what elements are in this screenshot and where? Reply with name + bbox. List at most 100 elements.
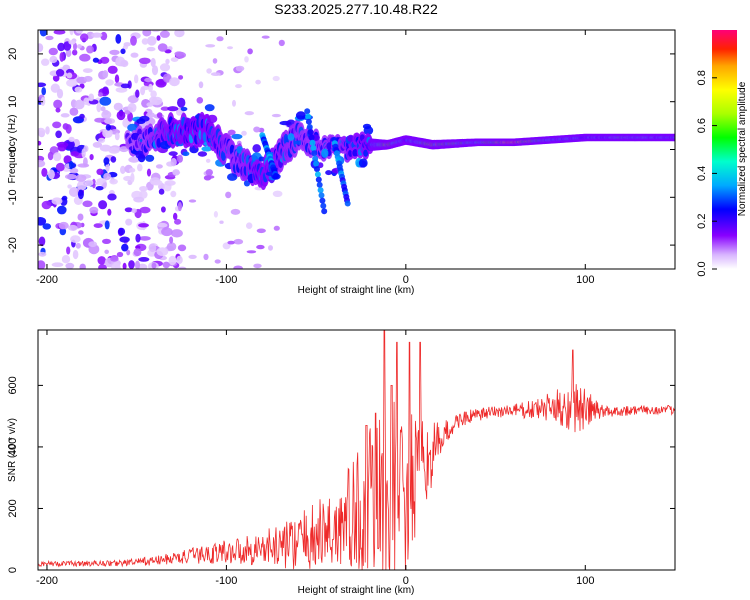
spectrogram-cell — [100, 56, 110, 64]
spectrogram-cell — [114, 74, 120, 84]
spectrogram-cell — [65, 124, 72, 134]
spectrogram-cell — [203, 253, 209, 261]
spectrogram-cell — [75, 174, 87, 182]
spectrogram-cell — [210, 72, 221, 76]
spectrogram-cell — [57, 205, 67, 215]
spectrogram-cell — [60, 113, 70, 118]
spectrogram-cell — [53, 99, 63, 109]
snr-series-line — [38, 330, 675, 570]
spectrogram-cell — [108, 147, 120, 154]
spectrogram-cell — [314, 171, 321, 178]
spectrogram-cell — [123, 42, 131, 47]
spectrogram-cell — [120, 165, 126, 174]
spectrogram-cell — [214, 259, 221, 264]
spectrogram-cell — [272, 190, 283, 197]
spectrogram-cell — [206, 68, 212, 74]
spectrogram-cell — [157, 43, 168, 52]
spectrogram-cell — [256, 228, 266, 234]
spectrogram-cell — [307, 129, 314, 136]
spectrogram-y-ticks: -20 -10 0 10 20 — [7, 48, 675, 253]
spectrogram-cell — [118, 227, 126, 236]
spectrogram-cell — [212, 58, 218, 64]
spectrogram-cell — [159, 63, 171, 72]
spectrogram-cell — [188, 199, 197, 203]
spectrogram-y-tick-label: -20 — [7, 237, 19, 253]
spectrogram-cell — [175, 51, 186, 59]
snr-x-ticks: -200 -100 0 100 — [36, 330, 594, 587]
spectrogram-cell — [222, 242, 231, 250]
spectrogram-cell — [233, 265, 243, 269]
spectrogram-cell — [134, 74, 139, 84]
snr-y-tick-label: 200 — [7, 499, 19, 517]
colorbar-gradient — [712, 30, 737, 269]
spectrogram-cell — [79, 113, 85, 120]
spectrogram-cell — [172, 169, 180, 176]
spectrogram-cell — [125, 218, 133, 226]
spectrogram-cell — [105, 79, 114, 86]
spectrogram-cell — [41, 200, 52, 210]
spectrogram-cell — [57, 144, 67, 152]
spectrogram-cell — [70, 235, 81, 243]
spectrogram-cell — [157, 222, 168, 228]
spectrogram-cell — [79, 53, 91, 62]
spectrogram-cell — [310, 145, 317, 152]
spectrogram-cell — [120, 48, 126, 55]
spectrogram-cell — [164, 180, 176, 186]
spectrogram-cell — [98, 200, 108, 210]
spectrogram-cell — [126, 249, 131, 256]
spectrogram-cell — [128, 260, 135, 269]
spectrogram-cell — [148, 83, 153, 93]
spectrogram-cell — [205, 44, 216, 48]
spectrogram-cell — [102, 70, 109, 79]
spectrogram-cell — [66, 72, 73, 79]
spectrogram-cell — [305, 118, 312, 125]
spectrogram-cell — [73, 42, 77, 51]
spectrogram-cell — [207, 114, 218, 124]
spectrogram-x-tick-label: -100 — [215, 274, 237, 286]
colorbar-tick-label: 0.0 — [696, 261, 708, 276]
spectrogram-cell — [45, 126, 50, 135]
spectrogram-cell — [130, 52, 139, 58]
spectrogram-cell — [38, 82, 47, 88]
spectrogram-cell — [227, 240, 235, 245]
spectrogram-cell — [162, 261, 170, 269]
spectrogram-cell — [72, 249, 79, 260]
spectrogram-cell — [77, 189, 84, 200]
spectrogram-cell — [107, 193, 117, 201]
spectrogram-cell — [105, 162, 110, 172]
spectrogram-cell — [104, 118, 116, 125]
spectrogram-cell — [273, 225, 280, 231]
spectrogram-cell — [227, 173, 238, 181]
spectrogram-cell — [204, 104, 215, 112]
spectrogram-cell — [155, 164, 163, 169]
spectrogram-cell — [89, 206, 99, 214]
colorbar-tick-label: 0.8 — [696, 70, 708, 85]
spectrogram-cell — [121, 243, 129, 252]
spectrogram-cell — [55, 69, 65, 77]
spectrogram-cell — [41, 167, 48, 177]
spectrogram-cell — [56, 88, 64, 99]
spectrogram-y-tick-label: 20 — [7, 48, 19, 60]
spectrogram-cell — [53, 152, 62, 162]
spectrogram-cell — [74, 86, 83, 93]
spectrogram-cell — [99, 96, 112, 106]
spectrogram-cell — [295, 111, 306, 120]
spectrogram-cell — [38, 217, 47, 226]
snr-x-tick-label: 100 — [576, 575, 594, 587]
spectrogram-cell — [68, 40, 76, 45]
spectrogram-y-tick-label: 0 — [7, 146, 19, 152]
spectrogram-cell — [69, 168, 79, 174]
spectrogram-cell — [197, 151, 208, 157]
spectrogram-cell — [205, 158, 211, 163]
snr-x-label: Height of straight line (km) — [298, 585, 415, 596]
spectrogram-cell — [306, 124, 313, 130]
spectrogram-y-tick-label: -10 — [7, 189, 19, 205]
spectrogram-cell — [41, 58, 50, 66]
spectrogram-cell — [98, 264, 107, 269]
spectrogram-cell — [166, 242, 177, 252]
spectrogram-cell — [161, 227, 173, 237]
spectrogram-cell — [316, 181, 323, 188]
spectrogram-cell — [123, 175, 133, 182]
spectrogram-cell — [177, 97, 186, 108]
